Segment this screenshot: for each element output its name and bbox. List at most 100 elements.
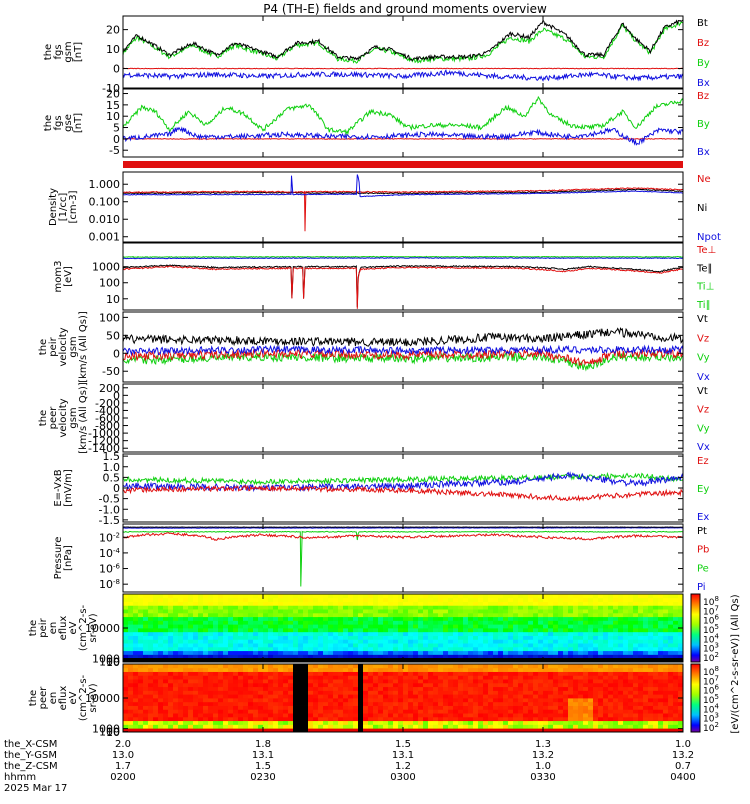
y-tick-label: -50 [102, 365, 120, 378]
legend-entry: Bz [697, 91, 709, 102]
x-tick-label: 0300 [390, 772, 415, 783]
panel-peir-en [123, 594, 683, 662]
series-line-fgs-2 [123, 68, 683, 69]
x-tick-label: 13.1 [252, 750, 274, 761]
panel-frame [123, 384, 683, 452]
legend-entry: Ne [697, 174, 711, 185]
y-tick-label: 100 [99, 277, 120, 290]
legend-entry: Ti⊥ [696, 282, 714, 293]
series-line-fgs-0 [123, 22, 683, 63]
colorbar-title: [eV/(cm^2-s-sr-eV)] (All Qs) [730, 594, 741, 733]
panel-frame [123, 172, 683, 242]
legend-entry: Ez [697, 456, 709, 467]
ephemeris-row-label: the_Y-GSM [4, 750, 57, 761]
y-tick-label: -1.5 [99, 514, 120, 527]
legend-entry: Te⊥ [696, 245, 716, 256]
x-tick-label: 13.2 [532, 750, 554, 761]
series-line-fgs-1 [123, 20, 683, 61]
legend-entry: Pt [697, 526, 707, 537]
y-tick-label: 10-6 [99, 563, 121, 576]
legend-entry: Ey [697, 484, 709, 495]
x-tick-label: 0.7 [675, 761, 691, 772]
y-tick-label: 0.100 [89, 196, 121, 209]
spectrogram-electron [123, 664, 683, 732]
legend-entry: Bx [697, 78, 710, 89]
y-axis-label: [cm-3] [68, 190, 79, 223]
y-tick-label: 50 [106, 329, 120, 342]
x-tick-label: 13.2 [672, 750, 694, 761]
spectrogram-ion [123, 594, 683, 662]
x-tick-label: 0330 [530, 772, 555, 783]
x-tick-label: 1.3 [535, 739, 551, 750]
ephemeris-row-label: hhmm [4, 772, 36, 783]
legend-entry: Bz [697, 38, 709, 49]
colorbar [691, 664, 700, 732]
y-axis-label: sr-eV) [88, 613, 99, 642]
y-axis-label: [nT] [73, 42, 84, 62]
y-axis-label: sr-eV) [88, 683, 99, 712]
y-tick-label: 10-4 [99, 547, 121, 560]
x-tick-label: 1.0 [675, 739, 691, 750]
legend-entry: Bx [697, 147, 710, 158]
legend-entry: Vz [697, 333, 709, 344]
y-tick-label: 1000 [92, 261, 120, 274]
legend-entry: Pi [697, 582, 706, 593]
y-tick-label: 1.000 [89, 178, 121, 191]
y-tick-label: 100 [99, 311, 120, 324]
x-tick-label: 2.0 [115, 739, 131, 750]
y-axis-label: [nPa] [63, 545, 74, 571]
y-tick-label: 0.001 [89, 231, 121, 244]
series-line-temp-0 [123, 256, 683, 257]
legend-entry: Vz [697, 405, 709, 416]
legend-entry: Vt [697, 314, 708, 325]
panel-efield [123, 454, 683, 522]
y-tick-label: -5 [109, 144, 120, 157]
legend-entry: Vt [697, 386, 708, 397]
red-status-bar [123, 161, 683, 168]
series-line-fgs-gse-2 [123, 128, 683, 145]
legend-entry: Ti∥ [696, 300, 711, 311]
y-tick-label: 10 [106, 43, 120, 56]
x-tick-label: 1.8 [255, 739, 271, 750]
series-line-peir-vel-3 [123, 328, 683, 346]
date-label: 2025 Mar 17 [4, 783, 67, 794]
panel-density [123, 172, 683, 242]
panel-peer-en [123, 664, 683, 732]
panel-bar [123, 161, 683, 168]
panel-fgs [123, 16, 683, 88]
x-tick-label: 1.5 [255, 761, 271, 772]
y-tick-label: 10 [106, 726, 120, 739]
panel-frame [123, 243, 683, 310]
legend-entry: Vx [697, 442, 710, 453]
y-axis-label: [eV] [63, 266, 74, 287]
legend-entry: By [697, 119, 710, 130]
x-tick-label: 0200 [110, 772, 135, 783]
x-tick-label: 1.7 [115, 761, 131, 772]
y-axis-label: [km/s (All Qs)] [78, 311, 89, 383]
panel-peer-vel [123, 384, 683, 452]
legend-entry: Ex [697, 512, 709, 523]
y-axis-label: [mV/m] [63, 469, 74, 507]
legend-entry: Ni [697, 203, 707, 214]
x-tick-label: 13.0 [112, 750, 134, 761]
x-tick-label: 1.2 [395, 761, 411, 772]
series-line-peir-vel-2 [123, 346, 683, 354]
plot-title: P4 (TH-E) fields and ground moments over… [263, 2, 547, 16]
y-tick-label: 10-2 [99, 531, 120, 544]
y-tick-label: 0 [113, 63, 120, 76]
panel-pressure [123, 524, 683, 592]
y-tick-label: 0.010 [89, 213, 121, 226]
legend-entry: Vy [697, 353, 710, 364]
colorbar [691, 594, 700, 662]
x-tick-label: 1.5 [395, 739, 411, 750]
x-tick-label: 13.1 [392, 750, 414, 761]
x-tick-label: 0230 [250, 772, 275, 783]
series-line-temp-3 [123, 266, 683, 309]
ephemeris-row-label: the_Z-CSM [4, 761, 58, 772]
y-tick-label: 0 [113, 347, 120, 360]
panel-frame [123, 524, 683, 592]
legend-entry: Npot [697, 232, 721, 243]
legend-entry: Te∥ [696, 263, 713, 274]
series-line-fgs-gse-1 [123, 139, 683, 140]
